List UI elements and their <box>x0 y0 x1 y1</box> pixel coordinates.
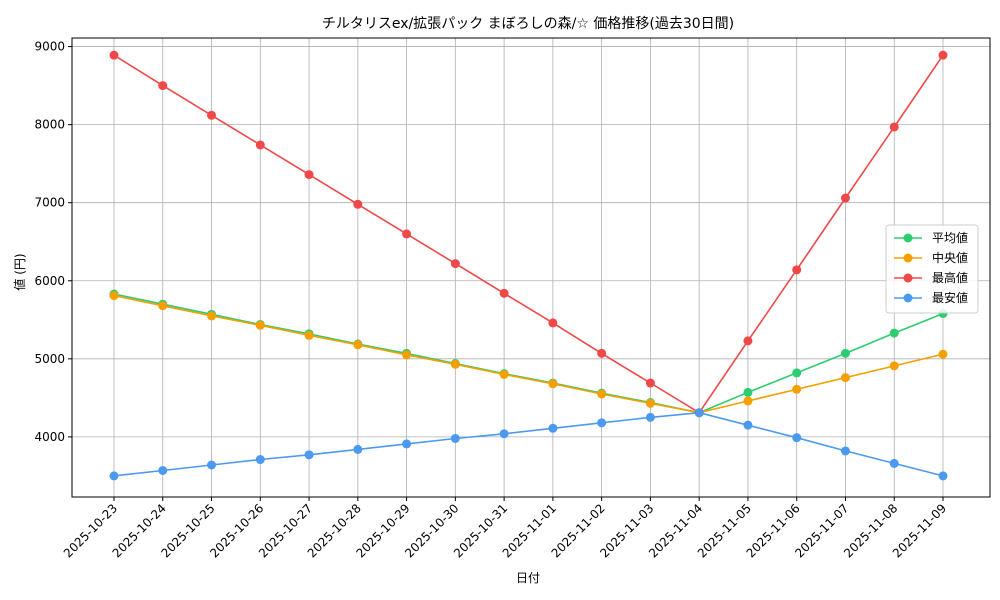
data-point <box>645 398 655 408</box>
data-point <box>889 122 899 132</box>
data-point <box>255 455 265 465</box>
data-point <box>938 50 948 60</box>
data-point <box>207 460 217 470</box>
series-layer <box>109 50 948 481</box>
data-point <box>792 368 802 378</box>
data-point <box>889 361 899 371</box>
data-point <box>450 359 460 369</box>
y-tick-label: 8000 <box>34 118 65 132</box>
series-line <box>113 411 944 477</box>
plot-frame <box>71 37 991 498</box>
data-point <box>353 340 363 350</box>
data-point <box>840 193 850 203</box>
series-4 <box>109 408 948 481</box>
data-point <box>597 389 607 399</box>
legend-label: 最安値 <box>932 290 968 305</box>
data-point <box>792 384 802 394</box>
data-point <box>938 349 948 359</box>
data-point <box>597 418 607 428</box>
data-point <box>158 301 168 311</box>
data-point <box>548 379 558 389</box>
data-point <box>743 420 753 430</box>
data-point <box>792 433 802 443</box>
series-2 <box>109 291 948 418</box>
data-point <box>109 471 119 481</box>
data-point <box>402 439 412 449</box>
data-point <box>353 444 363 454</box>
data-point <box>499 288 509 298</box>
y-axis-label: 値 (円) <box>12 253 27 290</box>
data-point <box>158 465 168 475</box>
legend-swatch-marker <box>903 253 913 263</box>
y-tick-label: 4000 <box>34 430 65 444</box>
chart-title: チルタリスex/拡張パック まぼろしの森/☆ 価格推移(過去30日間) <box>322 16 734 32</box>
data-point <box>499 429 509 439</box>
legend-label: 最高値 <box>932 270 968 285</box>
data-point <box>840 373 850 383</box>
data-point <box>402 229 412 239</box>
data-point <box>450 433 460 443</box>
data-point <box>158 81 168 91</box>
data-point <box>743 387 753 397</box>
data-point <box>207 311 217 321</box>
data-point <box>743 336 753 346</box>
data-point <box>304 170 314 180</box>
data-point <box>889 328 899 338</box>
data-point <box>255 140 265 150</box>
series-line <box>113 294 944 414</box>
series-3 <box>109 50 948 418</box>
y-axis: 4000 5000 6000 7000 8000 9000 <box>34 40 72 444</box>
data-point <box>353 199 363 209</box>
data-point <box>840 446 850 456</box>
legend-label: 中央値 <box>932 250 968 265</box>
data-point <box>402 350 412 360</box>
y-tick-label: 6000 <box>34 274 65 288</box>
data-point <box>889 458 899 468</box>
data-point <box>597 348 607 358</box>
y-tick-label: 5000 <box>34 352 65 366</box>
data-point <box>840 348 850 358</box>
data-point <box>792 265 802 275</box>
data-point <box>548 318 558 328</box>
legend-label: 平均値 <box>932 230 968 245</box>
data-point <box>645 378 655 388</box>
data-point <box>255 320 265 330</box>
data-point <box>743 396 753 406</box>
data-point <box>109 291 119 301</box>
data-point <box>109 50 119 60</box>
data-point <box>207 110 217 120</box>
data-point <box>499 369 509 379</box>
legend-swatch-marker <box>903 273 913 283</box>
data-point <box>450 259 460 269</box>
data-point <box>694 408 704 418</box>
y-tick-label: 7000 <box>34 196 65 210</box>
series-line <box>113 54 944 414</box>
legend-swatch-marker <box>903 293 913 303</box>
data-point <box>304 330 314 340</box>
data-point <box>548 423 558 433</box>
y-tick-label: 9000 <box>34 40 65 54</box>
data-point <box>938 471 948 481</box>
data-point <box>645 412 655 422</box>
legend-box <box>885 224 979 314</box>
data-point <box>304 450 314 460</box>
legend-swatch-marker <box>903 233 913 243</box>
x-axis-label: 日付 <box>516 571 540 585</box>
